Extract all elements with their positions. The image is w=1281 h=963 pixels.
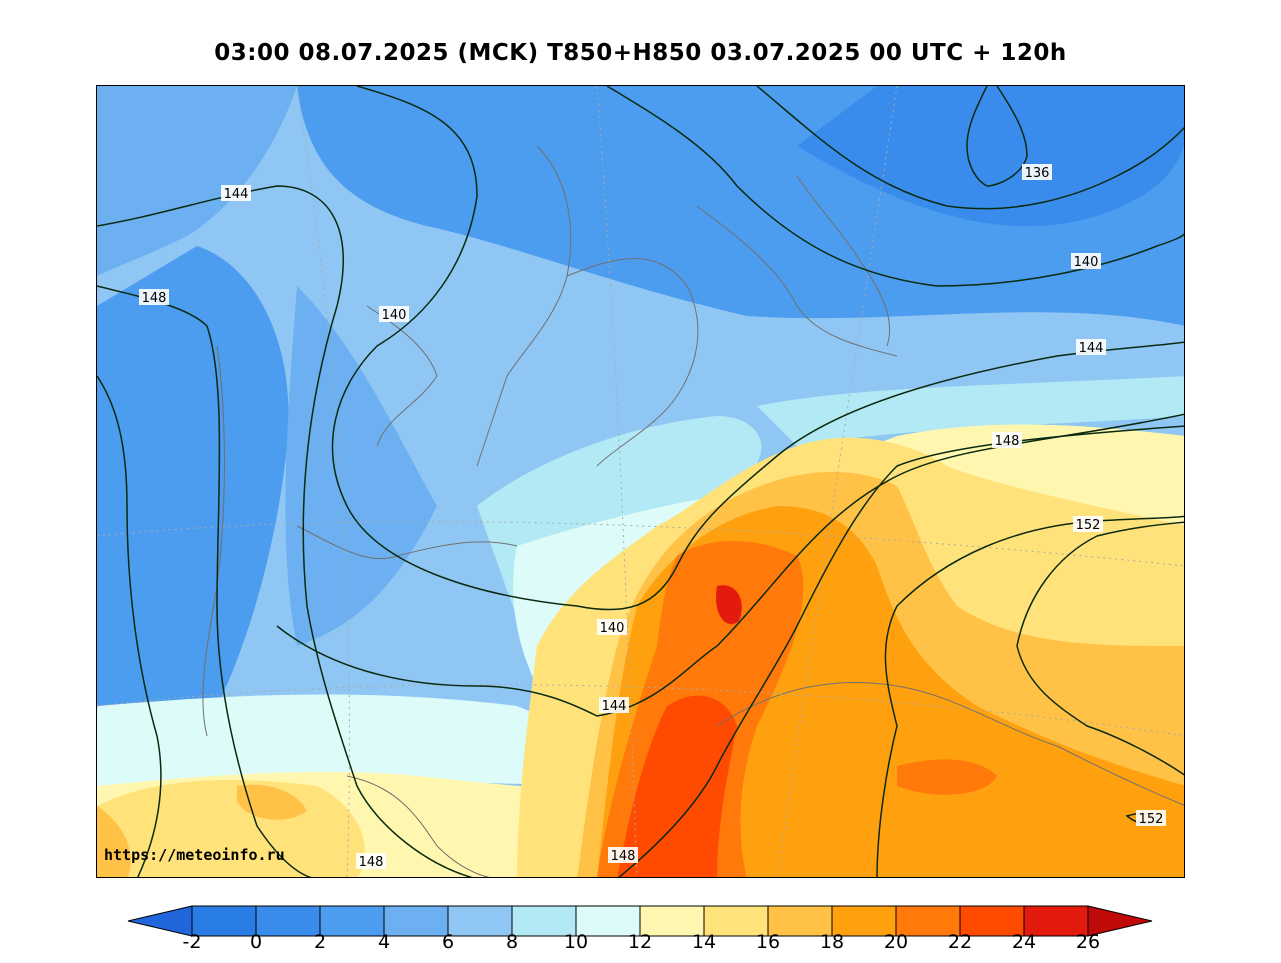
colorbar-tick-label: 2 bbox=[313, 931, 327, 953]
contour-label-144: 144 bbox=[224, 187, 249, 202]
colorbar-cell bbox=[255, 905, 321, 937]
colorbar-cell bbox=[831, 905, 897, 937]
contour-label-152: 152 bbox=[1076, 518, 1101, 533]
colorbar-cell bbox=[191, 905, 257, 937]
contour-label-148: 148 bbox=[995, 434, 1020, 449]
colorbar-tick-label: 10 bbox=[563, 931, 589, 953]
colorbar-cell bbox=[447, 905, 513, 937]
contour-label-148: 148 bbox=[142, 291, 167, 306]
map-title: 03:00 08.07.2025 (MCK) T850+H850 03.07.2… bbox=[214, 40, 1067, 66]
colorbar-over-arrow bbox=[1087, 905, 1153, 937]
colorbar-tick-label: 26 bbox=[1075, 931, 1101, 953]
contour-label-148: 148 bbox=[611, 849, 636, 864]
contour-label-140: 140 bbox=[382, 308, 407, 323]
contour-label-144: 144 bbox=[602, 699, 627, 714]
colorbar-tick-label: 4 bbox=[377, 931, 391, 953]
colorbar-cell bbox=[511, 905, 577, 937]
colorbar-tick-label: 20 bbox=[883, 931, 909, 953]
colorbar-cell bbox=[959, 905, 1025, 937]
colorbar-cell bbox=[1023, 905, 1089, 937]
colorbar-cell bbox=[767, 905, 833, 937]
colorbar-tick-label: 8 bbox=[505, 931, 519, 953]
temperature-colorbar bbox=[127, 905, 1153, 937]
colorbar-tick-label: 14 bbox=[691, 931, 717, 953]
contour-label-140: 140 bbox=[600, 621, 625, 636]
colorbar-tick-label: 22 bbox=[947, 931, 973, 953]
colorbar-tick-label: 12 bbox=[627, 931, 653, 953]
contour-label-148: 148 bbox=[359, 855, 384, 870]
contour-label-152: 152 bbox=[1139, 812, 1164, 827]
temperature-map: 136 140 140 140 144 144 144 148 148 148 … bbox=[97, 86, 1184, 877]
colorbar-tick-label: 24 bbox=[1011, 931, 1037, 953]
map-panel: 136 140 140 140 144 144 144 148 148 148 … bbox=[96, 85, 1185, 878]
colorbar-cell bbox=[383, 905, 449, 937]
colorbar-tick-label: 0 bbox=[249, 931, 263, 953]
colorbar-tick-label: 6 bbox=[441, 931, 455, 953]
contour-label-144: 144 bbox=[1079, 341, 1104, 356]
colorbar-cell bbox=[895, 905, 961, 937]
colorbar-tick-label: -2 bbox=[182, 931, 202, 953]
colorbar-cell bbox=[639, 905, 705, 937]
contour-label-136: 136 bbox=[1025, 166, 1050, 181]
colorbar-tick-label: 18 bbox=[819, 931, 845, 953]
contour-label-140: 140 bbox=[1074, 255, 1099, 270]
website-watermark: https://meteoinfo.ru bbox=[104, 846, 285, 864]
colorbar-tick-label: 16 bbox=[755, 931, 781, 953]
colorbar-cell bbox=[319, 905, 385, 937]
